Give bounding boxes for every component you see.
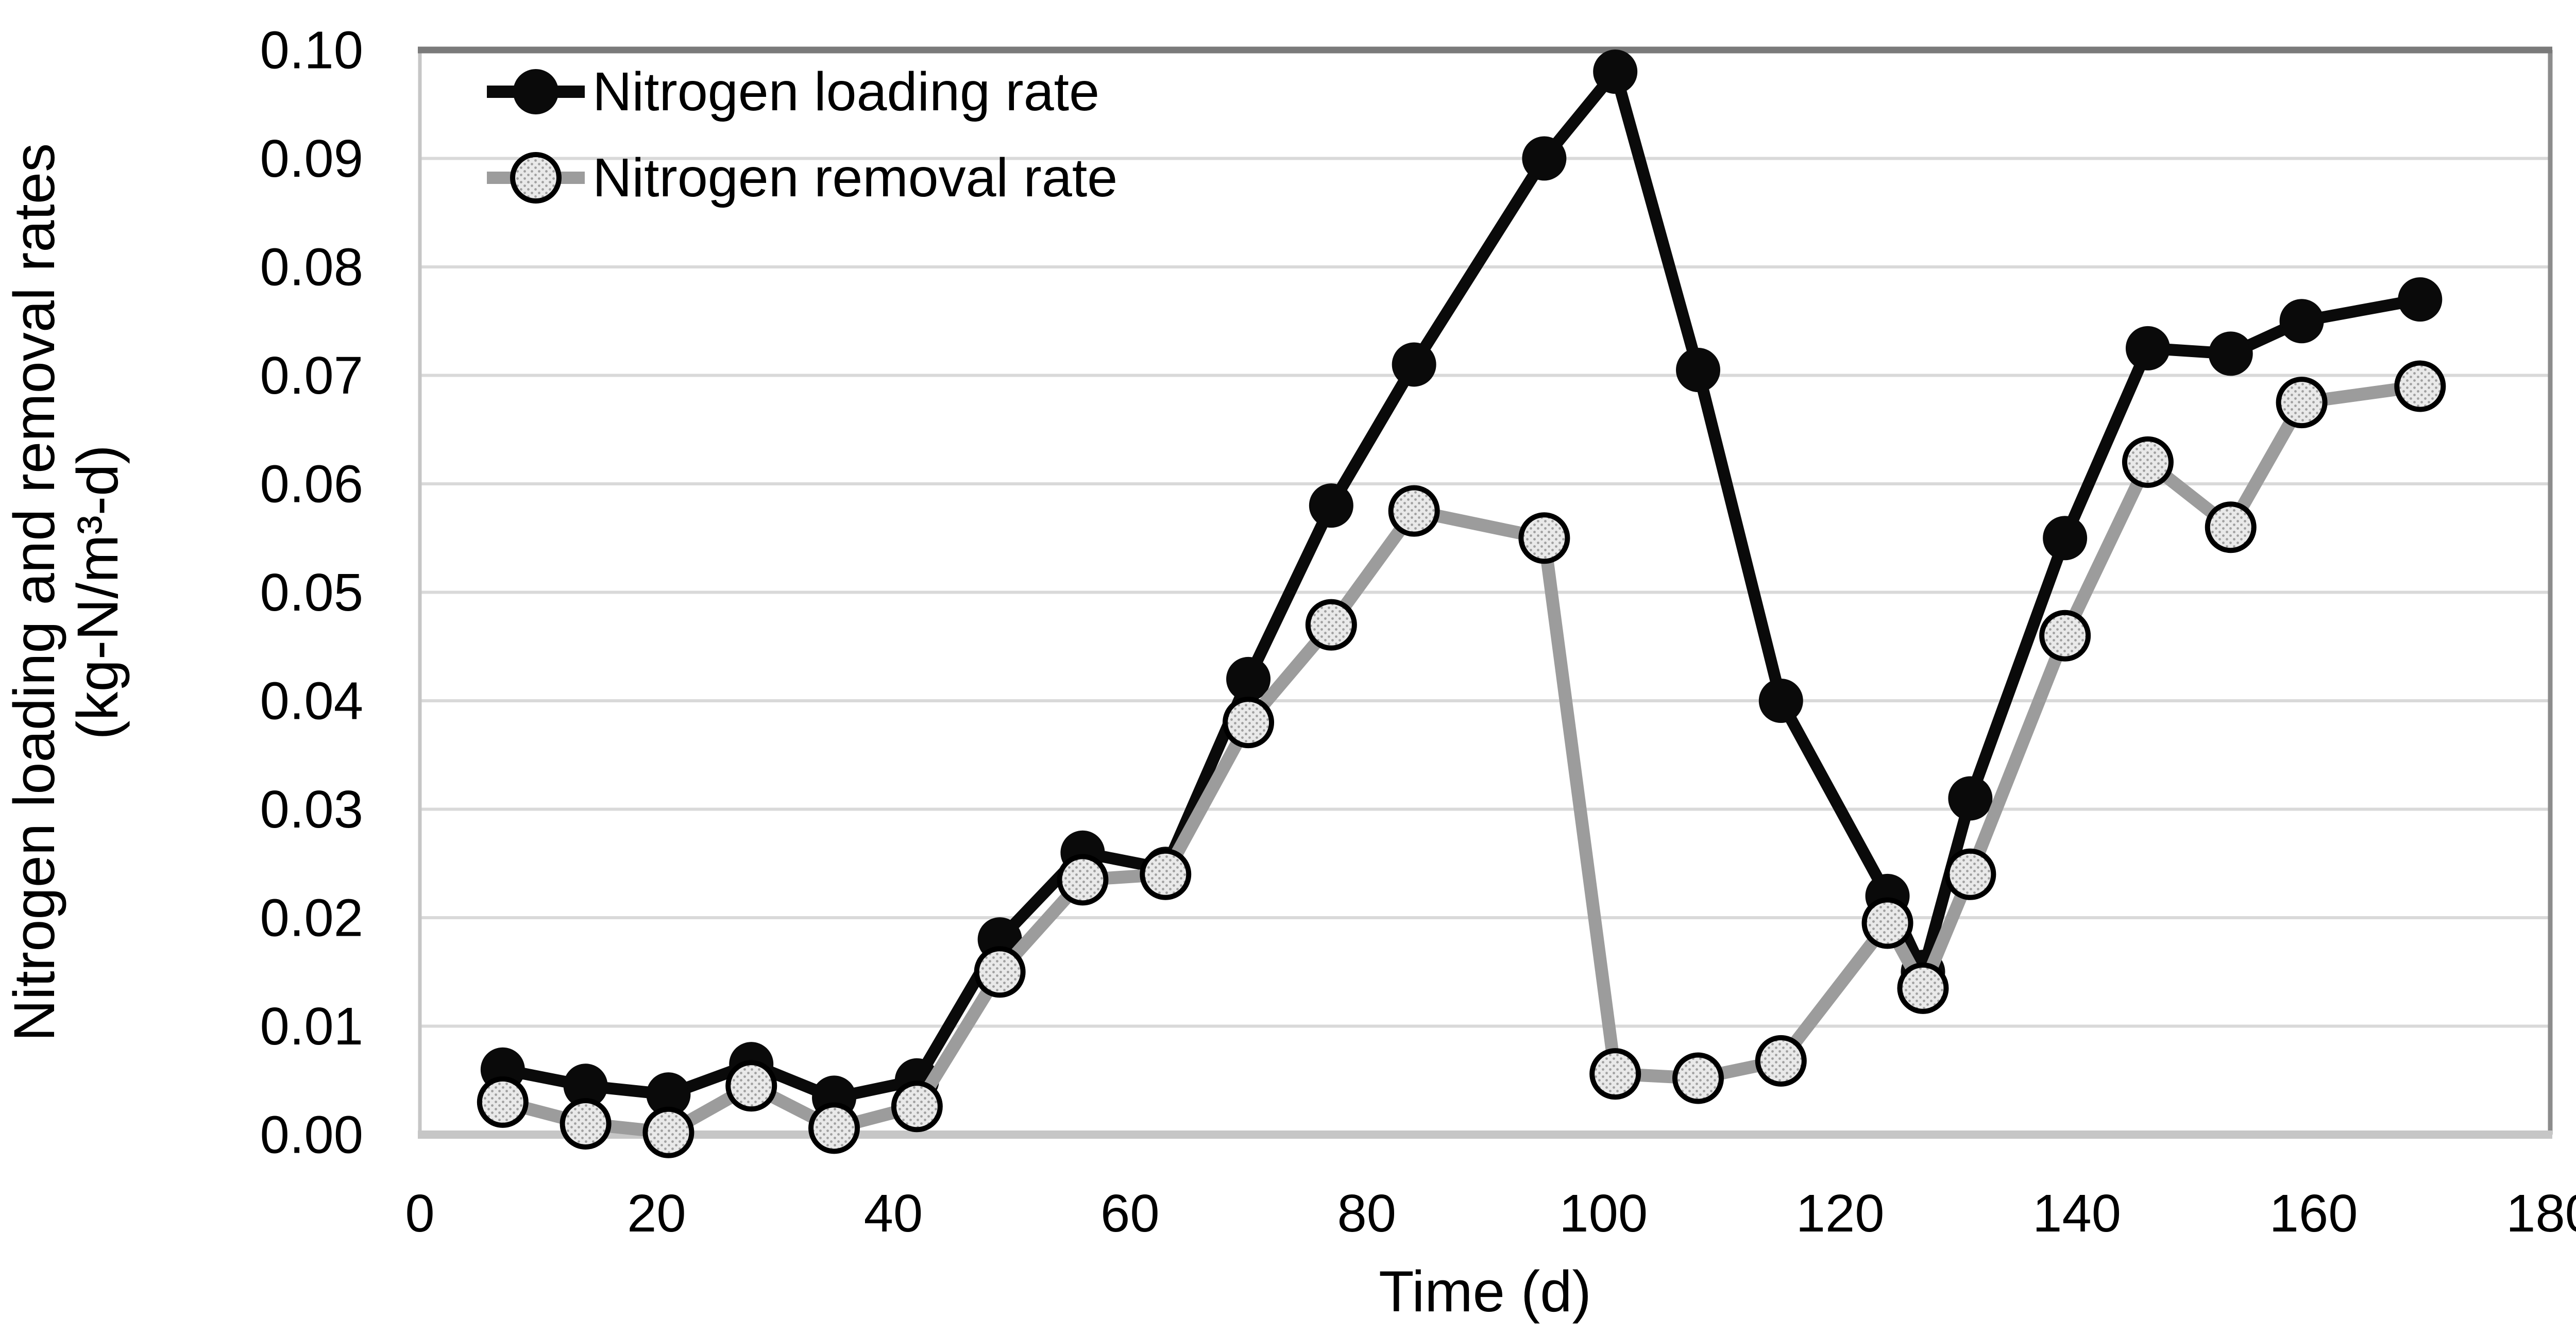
loading-rate-marker [1593,49,1638,94]
removal-rate-marker [2039,610,2091,662]
y-tick-label: 0.09 [260,129,363,188]
removal-rate-marker [1861,897,1913,949]
removal-rate-marker [560,1098,612,1150]
loading-rate-marker [2043,516,2088,561]
x-tick-label: 120 [1796,1184,1885,1243]
x-axis-title: Time (d) [1379,1259,1591,1324]
x-tick-label: 160 [2269,1184,2358,1243]
loading-rate-line [501,65,2421,1104]
removal-rate-marker [1140,848,1192,900]
y-tick-label: 0.08 [260,238,363,297]
x-tick-label: 20 [627,1184,686,1243]
removal-rate-marker [1672,1052,1724,1104]
y-tick-label: 0.00 [260,1105,363,1165]
x-tick-label: 0 [405,1184,434,1243]
legend-marker-removal [510,152,562,204]
removal-rate-marker [1589,1048,1641,1100]
loading-rate-marker [2279,299,2324,344]
y-tick-label: 0.07 [260,346,363,405]
legend-label-removal: Nitrogen removal rate [592,147,1117,208]
removal-rate-marker [2205,501,2257,553]
removal-rate-marker [2394,360,2446,412]
removal-rate-marker [1518,512,1570,564]
loading-rate-marker [1948,776,1993,821]
removal-rate-marker [1944,848,1996,900]
y-tick-label: 0.03 [260,780,363,839]
x-tick-label: 180 [2506,1184,2576,1243]
removal-rate-marker [1305,599,1357,651]
x-tick-label: 60 [1100,1184,1160,1243]
y-tick-label: 0.06 [260,454,363,514]
x-tick-label: 40 [864,1184,923,1243]
removal-rate-marker [1057,854,1109,906]
loading-rate-marker [1226,656,1271,701]
loading-rate-marker [1522,136,1567,181]
loading-rate-marker [1758,679,1803,723]
removal-rate-marker [2122,436,2174,488]
y-tick-label: 0.02 [260,888,363,948]
legend-label-loading: Nitrogen loading rate [592,61,1099,122]
removal-rate-marker [974,946,1026,998]
removal-rate-marker [1897,962,1949,1014]
y-tick-label: 0.05 [260,563,363,622]
x-tick-label: 100 [1559,1184,1648,1243]
loading-rate-marker [2125,326,2170,370]
removal-rate-marker [725,1060,777,1112]
removal-rate-marker [477,1076,529,1128]
loading-rate-marker [1392,342,1436,387]
y-axis-title-line1: Nitrogen loading and removal rates [2,143,66,1041]
removal-rate-marker [808,1102,860,1154]
y-tick-label: 0.10 [260,21,363,80]
y-tick-label: 0.01 [260,997,363,1056]
removal-rate-line [501,380,2421,1139]
y-axis-title-line2: (kg-N/m³-d) [65,445,130,739]
removal-rate-marker [642,1106,694,1158]
y-tick-label: 0.04 [260,671,363,731]
removal-rate-marker [1755,1035,1807,1087]
legend-marker-loading [513,69,558,114]
loading-rate-marker [1676,347,1720,392]
loading-rate-marker [2208,331,2253,376]
x-tick-label: 140 [2032,1184,2121,1243]
removal-rate-marker [2276,377,2328,429]
loading-rate-marker [1309,483,1353,528]
removal-rate-marker [891,1081,943,1133]
loading-rate-marker [2398,277,2443,322]
removal-rate-marker [1223,697,1275,749]
removal-rate-marker [1388,485,1440,537]
x-tick-label: 80 [1337,1184,1396,1243]
